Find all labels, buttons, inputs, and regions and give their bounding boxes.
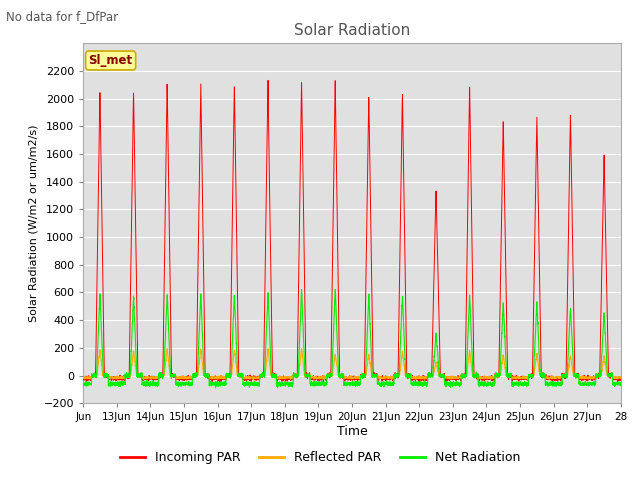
Text: No data for f_DfPar: No data for f_DfPar — [6, 10, 118, 23]
Title: Solar Radiation: Solar Radiation — [294, 23, 410, 38]
Y-axis label: Solar Radiation (W/m2 or um/m2/s): Solar Radiation (W/m2 or um/m2/s) — [28, 124, 38, 322]
X-axis label: Time: Time — [337, 425, 367, 438]
Legend: Incoming PAR, Reflected PAR, Net Radiation: Incoming PAR, Reflected PAR, Net Radiati… — [115, 446, 525, 469]
Text: Sl_met: Sl_met — [88, 54, 132, 67]
